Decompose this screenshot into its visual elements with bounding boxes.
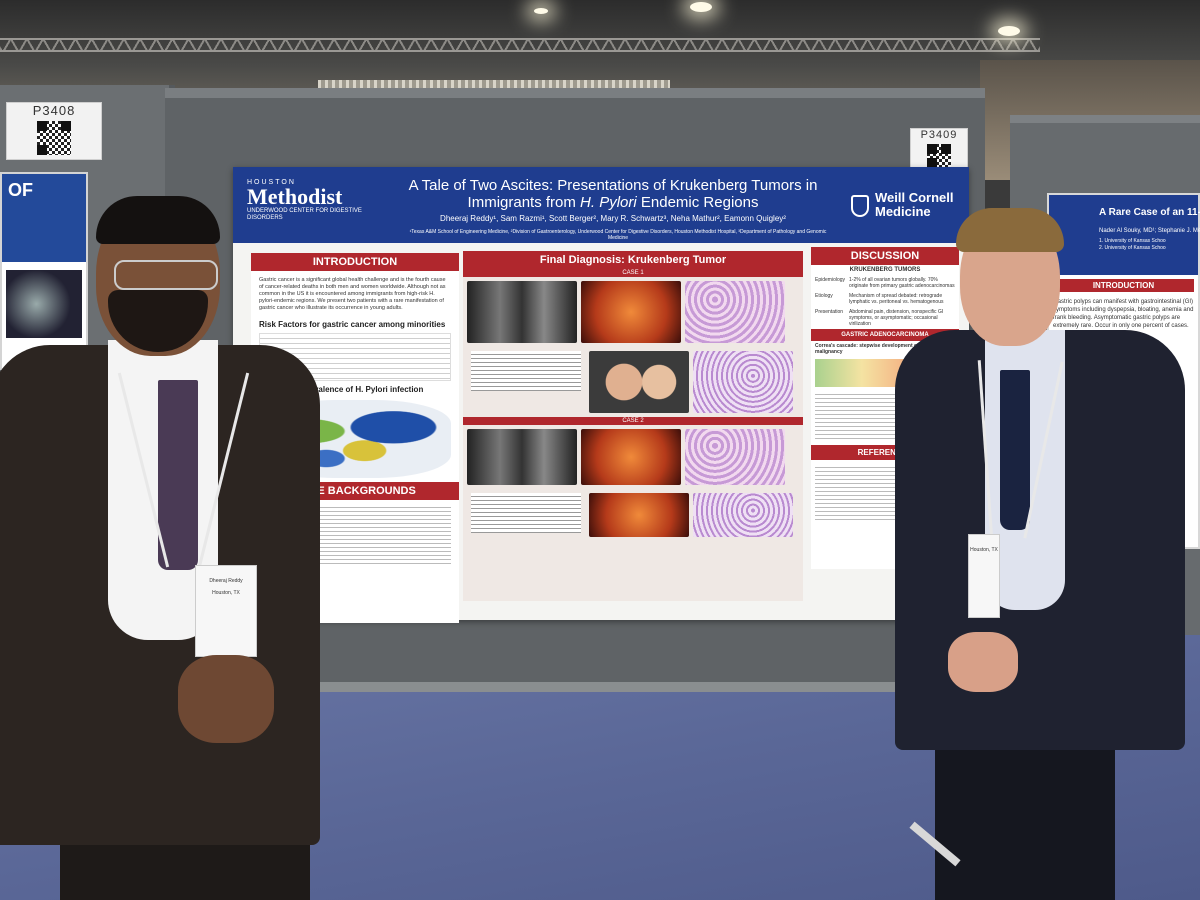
poster-header: HOUSTON Methodist UNDERWOOD CENTER FOR D…: [233, 167, 969, 243]
name-badge: Dheeraj Reddy Houston, TX: [195, 565, 257, 657]
final-diagnosis-heading: Final Diagnosis: Krukenberg Tumor: [463, 251, 803, 269]
crest-icon: [851, 195, 869, 217]
ceiling-light: [998, 26, 1020, 36]
discussion-row: Epidemiology 1-2% of all ovarian tumors …: [815, 277, 955, 289]
glasses-icon: [114, 260, 218, 290]
histology-image: [685, 429, 785, 485]
case1-images-top: [463, 277, 803, 347]
endoscopy-image: [581, 429, 681, 485]
research-poster: HOUSTON Methodist UNDERWOOD CENTER FOR D…: [233, 167, 969, 623]
right-poster-intro-text: Gastric polyps can manifest with gastroi…: [1053, 299, 1194, 329]
introduction-heading: INTRODUCTION: [251, 253, 459, 271]
hair: [956, 208, 1064, 252]
methodist-logo: HOUSTON Methodist UNDERWOOD CENTER FOR D…: [247, 179, 362, 221]
poster-title: A Tale of Two Ascites: Presentations of …: [408, 177, 818, 211]
hands: [178, 655, 274, 743]
discussion-row: Presentation Abdominal pain, distension,…: [815, 309, 944, 327]
weill-cornell-logo: Weill Cornell Medicine: [851, 191, 963, 219]
right-poster-title: A Rare Case of an 11-cm Ham: [1099, 207, 1200, 218]
case2-images-bottom: [463, 489, 803, 541]
left-poster-image: [6, 270, 82, 338]
correa-cascade-caption: Correa's cascade: stepwise development o…: [815, 343, 937, 355]
poster-authors: Dheeraj Reddy¹, Sam Razmi¹, Scott Berger…: [440, 214, 786, 223]
right-poster-authors: Nader Al Souky, MD¹; Stephanie J. Melqui…: [1099, 228, 1200, 234]
case2-images-top: [463, 425, 803, 489]
necktie: [1000, 370, 1030, 530]
discussion-heading: DISCUSSION: [811, 247, 959, 265]
right-poster-header: A Rare Case of an 11-cm Ham Nader Al Sou…: [1049, 195, 1200, 275]
right-poster-intro-heading: INTRODUCTION: [1053, 279, 1194, 292]
trousers: [935, 730, 1115, 900]
case1-heading: CASE 1: [463, 269, 803, 277]
poster-number-placard: P3408: [6, 102, 102, 160]
risk-factors-heading: Risk Factors for gastric cancer among mi…: [259, 320, 446, 329]
qr-code-icon: [37, 121, 71, 155]
left-poster-title: OF: [2, 174, 86, 262]
endoscopy-image: [589, 493, 689, 537]
endoscopy-image: [581, 281, 681, 343]
ceiling-truss: [0, 38, 1040, 52]
necktie: [158, 380, 198, 570]
gross-specimen-image: [589, 351, 689, 413]
histology-image: [693, 493, 793, 537]
qr-code-icon: [927, 144, 951, 168]
final-diagnosis-column: Final Diagnosis: Krukenberg Tumor CASE 1…: [463, 251, 803, 601]
case2-heading: CASE 2: [463, 417, 803, 425]
placard-number: P3409: [920, 129, 958, 141]
krukenberg-subheading: KRUKENBERG TUMORS: [849, 267, 921, 273]
booth-frame: [165, 682, 985, 692]
ct-scan-image: [467, 429, 577, 485]
placard-number: P3408: [32, 103, 76, 118]
case1-caption: [471, 351, 581, 391]
histology-image: [693, 351, 793, 413]
map-heading: Worldwide prevalence of H. Pylori infect…: [259, 385, 424, 394]
case2-caption: [471, 493, 581, 533]
discussion-row: Etiology Mechanism of spread debated: re…: [815, 293, 944, 305]
poster-affiliations: ¹Texas A&M School of Engineering Medicin…: [409, 229, 827, 241]
name-badge: Houston, TX: [968, 534, 1000, 618]
ct-scan-image: [467, 281, 577, 343]
histology-image: [685, 281, 785, 343]
hands: [948, 632, 1018, 692]
hair: [96, 196, 220, 244]
gastric-adenocarcinoma-heading: GASTRIC ADENOCARCINOMA: [811, 329, 959, 341]
left-poster: OF: [0, 172, 88, 370]
ceiling-light: [534, 8, 548, 14]
case1-images-bottom: [463, 347, 803, 417]
introduction-text: Gastric cancer is a significant global h…: [259, 277, 446, 311]
ceiling-light: [690, 2, 712, 12]
